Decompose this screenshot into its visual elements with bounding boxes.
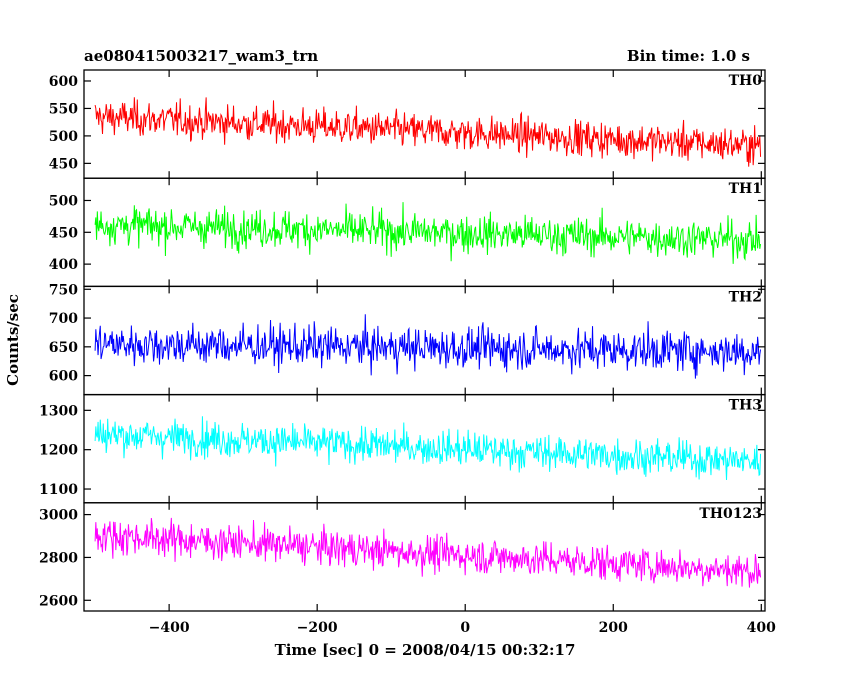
chart-title: ae080415003217_wam3_trn — [84, 47, 318, 65]
y-tick-label-th3-1200: 1200 — [39, 443, 78, 459]
series-label-th3: TH3 — [729, 398, 762, 414]
panel-frame-th0123 — [83, 502, 766, 612]
y-tick-label-th1-500: 500 — [49, 193, 78, 209]
y-tick-label-th0-600: 600 — [49, 74, 78, 90]
series-line-th0 — [94, 97, 762, 167]
y-tick-label-th0123-2800: 2800 — [39, 550, 78, 566]
x-tick-label-0: 0 — [460, 620, 470, 636]
y-tick-label-th1-400: 400 — [49, 257, 78, 273]
x-axis-label: Time [sec] 0 = 2008/04/15 00:32:17 — [275, 641, 576, 659]
series-line-th3 — [94, 416, 762, 481]
panels-group: 450 500 550 600 TH0 400 450 500 TH1 600 650 700 750 T… — [39, 69, 776, 636]
y-tick-label-th3-1100: 1100 — [39, 482, 78, 498]
y-tick-label-th0123-2600: 2600 — [39, 593, 78, 609]
y-tick-label-th2-750: 750 — [49, 282, 78, 298]
y-tick-label-th0123-3000: 3000 — [39, 508, 78, 524]
series-line-th2 — [94, 314, 762, 379]
x-tick-label-200: 200 — [599, 620, 628, 636]
series-line-th1 — [94, 202, 762, 264]
y-axis-label: Counts/sec — [4, 294, 22, 386]
y-tick-label-th2-600: 600 — [49, 369, 78, 385]
bin-time-label: Bin time: 1.0 s — [627, 47, 750, 65]
x-tick-label--200: −200 — [297, 620, 338, 636]
y-tick-label-th0-500: 500 — [49, 129, 78, 145]
x-tick-label--400: −400 — [149, 620, 190, 636]
series-label-th2: TH2 — [729, 289, 762, 305]
y-tick-label-th1-450: 450 — [49, 225, 78, 241]
y-tick-label-th3-1300: 1300 — [39, 403, 78, 419]
y-tick-label-th2-650: 650 — [49, 340, 78, 356]
y-tick-label-th0-450: 450 — [49, 156, 78, 172]
series-label-th0123: TH0123 — [699, 506, 762, 522]
series-label-th0: TH0 — [729, 73, 763, 89]
series-label-th1: TH1 — [729, 181, 762, 197]
series-line-th0123 — [94, 517, 762, 588]
y-tick-label-th0-550: 550 — [49, 101, 78, 117]
y-tick-label-th2-700: 700 — [49, 311, 78, 327]
x-tick-label-400: 400 — [747, 620, 776, 636]
